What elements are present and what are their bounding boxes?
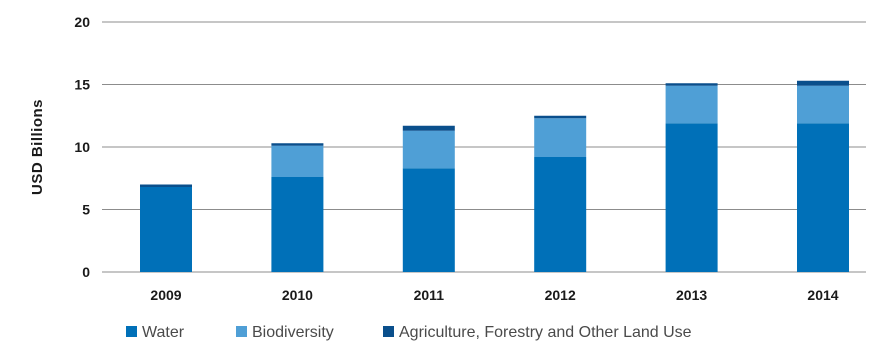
- x-tick-label: 2011: [414, 287, 445, 303]
- bar-biodiversity-2011: [402, 130, 455, 169]
- bar-agriculture-2011: [402, 125, 455, 131]
- bar-agriculture-2012: [534, 115, 587, 119]
- y-axis-title: USD Billions: [29, 99, 46, 195]
- x-tick-label: 2013: [676, 287, 707, 303]
- bar-water-2010: [271, 177, 324, 272]
- bar-stack-2012: [534, 115, 587, 272]
- legend: Water Biodiversity Agriculture, Forestry a…: [126, 324, 692, 341]
- legend-swatch: [383, 326, 394, 337]
- y-tick-label: 15: [74, 77, 90, 93]
- legend-label: Agriculture, Forestry and Other Land Use: [399, 324, 692, 341]
- legend-swatch: [236, 326, 247, 337]
- y-tick-label: 5: [82, 202, 90, 218]
- bar-stacks: [140, 80, 849, 272]
- bar-water-2013: [665, 123, 718, 272]
- y-tick-label: 10: [74, 139, 90, 155]
- legend-label: Biodiversity: [252, 324, 334, 341]
- y-tick-label: 20: [74, 14, 90, 30]
- y-tick-labels: 0 5 10 15 20: [74, 14, 90, 280]
- legend-label: Water: [142, 324, 185, 341]
- bar-biodiversity-2014: [797, 85, 849, 124]
- bar-stack-2009: [140, 184, 192, 272]
- bar-water-2011: [402, 168, 455, 272]
- x-tick-label: 2014: [807, 287, 838, 303]
- bar-water-2009: [140, 187, 192, 272]
- bar-biodiversity-2013: [665, 85, 718, 124]
- legend-item: Agriculture, Forestry and Other Land Use: [383, 324, 692, 341]
- x-tick-label: 2012: [545, 287, 576, 303]
- bar-water-2012: [534, 157, 587, 272]
- legend-item: Water: [126, 324, 185, 341]
- bar-stack-2010: [271, 143, 324, 272]
- x-tick-label: 2010: [282, 287, 313, 303]
- bar-biodiversity-2012: [534, 118, 587, 157]
- bar-agriculture-2010: [271, 143, 324, 146]
- y-tick-label: 0: [82, 264, 90, 280]
- bar-agriculture-2013: [665, 83, 718, 86]
- bar-stack-2014: [797, 80, 849, 272]
- bar-stack-2013: [665, 83, 718, 272]
- x-tick-label: 2009: [150, 287, 181, 303]
- bar-agriculture-2014: [797, 80, 849, 86]
- bar-water-2014: [797, 123, 849, 272]
- y-gridlines: [102, 21, 866, 273]
- bar-stack-2011: [402, 125, 455, 272]
- bar-biodiversity-2010: [271, 145, 324, 177]
- x-tick-labels: 2009 2010 2011 2012 2013 2014: [150, 287, 838, 303]
- legend-item: Biodiversity: [236, 324, 334, 341]
- legend-swatch: [126, 326, 137, 337]
- bar-agriculture-2009: [140, 184, 192, 187]
